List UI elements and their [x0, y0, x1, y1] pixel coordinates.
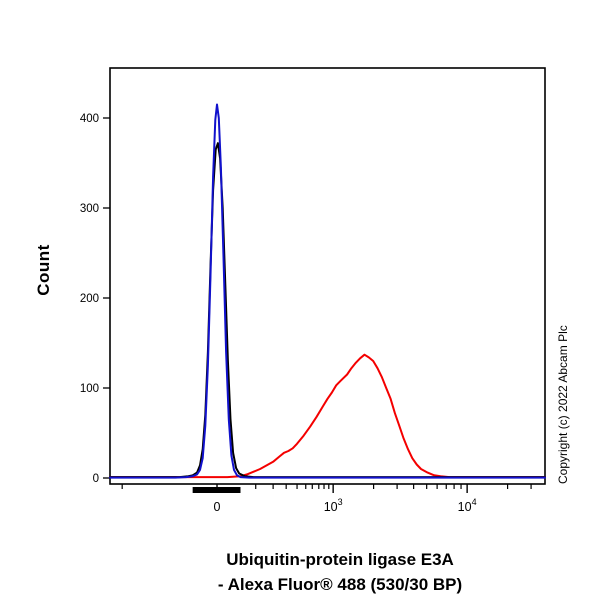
svg-text:300: 300	[80, 203, 99, 215]
svg-text:103: 103	[324, 497, 343, 514]
svg-text:200: 200	[80, 293, 99, 305]
svg-text:400: 400	[80, 113, 99, 125]
svg-text:0: 0	[93, 473, 99, 485]
svg-text:104: 104	[458, 497, 477, 514]
chart-title-line2: - Alexa Fluor® 488 (530/30 BP)	[217, 574, 463, 594]
series-black-curve	[109, 142, 546, 479]
svg-text:0: 0	[214, 500, 221, 514]
chart-title: Ubiquitin-protein ligase E3A - Alexa Flu…	[100, 548, 580, 597]
series-red-curve	[109, 353, 546, 479]
series-blue-curve	[109, 103, 546, 479]
svg-text:100: 100	[80, 383, 99, 395]
chart-title-line1: Ubiquitin-protein ligase E3A	[226, 550, 454, 569]
copyright-text: Copyright (c) 2022 Abcam Plc	[556, 325, 570, 484]
